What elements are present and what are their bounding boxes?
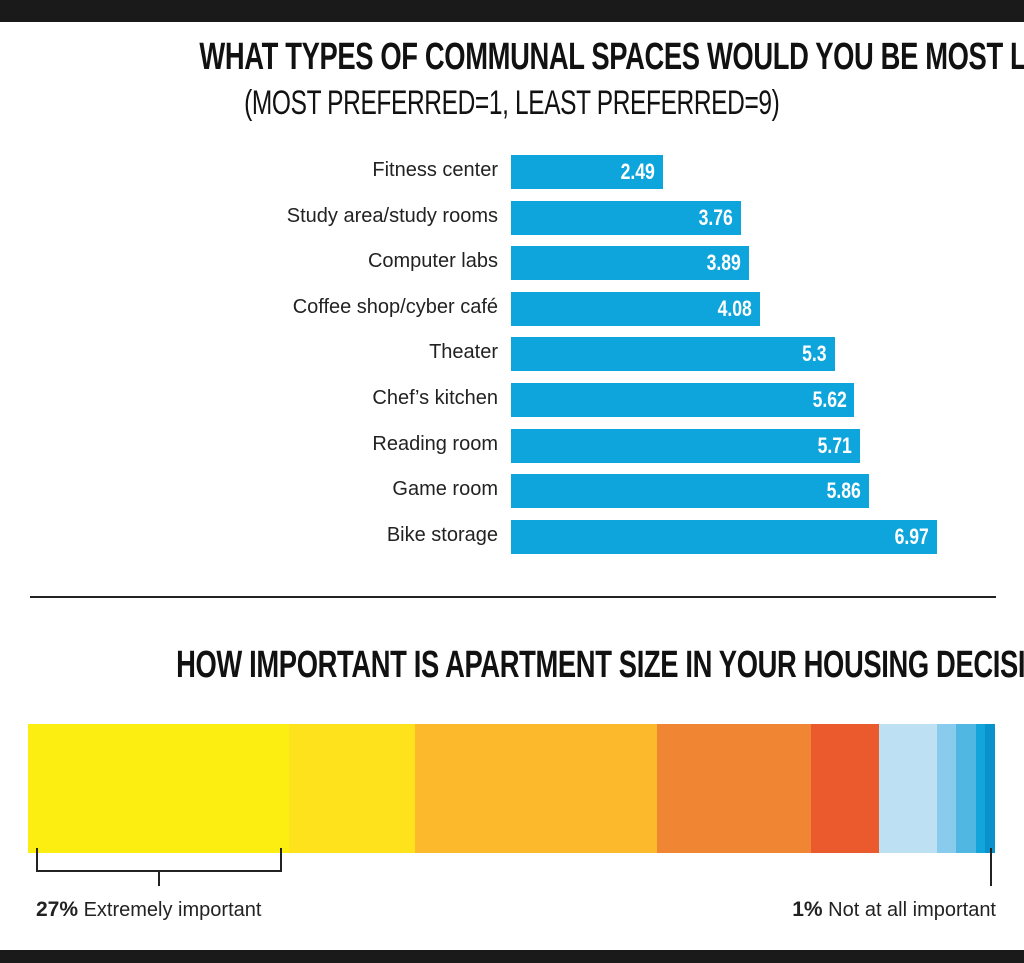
bar: 5.71 [511, 428, 860, 463]
category-label: Theater [429, 341, 498, 364]
bracket-tick [158, 870, 160, 886]
chart2-title: HOW IMPORTANT IS APARTMENT SIZE IN YOUR … [176, 644, 1024, 686]
value-label: 5.62 [812, 387, 847, 412]
chart1-subtitle: (MOST PREFERRED=1, LEAST PREFERRED=9) [244, 84, 780, 122]
value-label: 6.97 [894, 523, 929, 549]
category-label: Chef’s kitchen [372, 387, 498, 409]
value-label: 3.76 [698, 204, 733, 230]
bar: 5.3 [511, 337, 835, 372]
stack-segment [878, 724, 938, 853]
stack-segment [811, 724, 880, 853]
value-label: 3.89 [706, 250, 741, 276]
value-label: 4.08 [718, 295, 753, 321]
category-label: Coffee shop/cyber café [292, 295, 498, 318]
category-label: Computer labs [367, 250, 498, 273]
bottom-border [0, 950, 1024, 963]
value-label: 5.71 [817, 432, 852, 458]
divider [30, 596, 996, 598]
stack-segment [656, 724, 812, 853]
right-pointer [990, 848, 992, 886]
top-border [0, 0, 1024, 22]
annotation-right: 1% Not at all important [792, 898, 996, 921]
stack-segment [28, 724, 290, 853]
category-label: Game room [392, 478, 498, 501]
bar: 3.76 [511, 200, 741, 235]
stack-segment [985, 724, 996, 853]
value-label: 5.3 [802, 341, 827, 367]
category-label: Study area/study rooms [286, 204, 498, 227]
bar: 2.49 [511, 155, 664, 189]
bar: 3.89 [511, 246, 749, 281]
stack-segment [289, 724, 416, 853]
bracket-right [280, 848, 282, 872]
bar: 5.86 [511, 474, 870, 509]
chart1-title: WHAT TYPES OF COMMUNAL SPACES WOULD YOU … [199, 36, 1024, 78]
bar: 5.62 [511, 383, 855, 417]
value-label: 5.86 [826, 478, 862, 504]
bar: 4.08 [511, 291, 761, 326]
category-label: Fitness center [372, 159, 498, 181]
stack-segment [414, 724, 658, 853]
category-label: Reading room [372, 432, 498, 455]
stack-segment [936, 724, 957, 853]
value-label: 2.49 [620, 159, 656, 184]
bracket-left [36, 848, 38, 872]
category-label: Bike storage [386, 523, 498, 546]
annotation-left: 27% Extremely important [36, 898, 262, 921]
bar: 6.97 [511, 519, 937, 554]
stack-segment [975, 724, 986, 853]
stack-segment [956, 724, 977, 853]
